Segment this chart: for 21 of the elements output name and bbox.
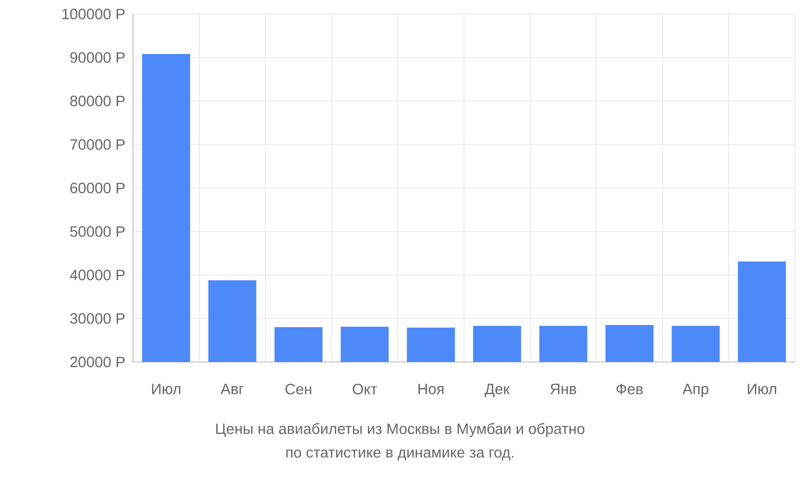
text: Цены на авиабилеты из Москвы в Мумбаи и обратно [216, 422, 584, 438]
x-tick-label: Янв [550, 384, 576, 394]
x-tick-label: Сен [286, 384, 312, 394]
x-tick-label: Апр [682, 384, 708, 398]
x-tick-label: Фев [616, 384, 643, 394]
x-tick-label: Авг [220, 384, 244, 394]
y-tick-label: 100000 Р [62, 8, 125, 20]
x-tick-label: Ноя [418, 384, 444, 394]
x-tick-label: Дек [484, 384, 510, 398]
y-tick-label: 30000 Р [70, 313, 125, 324]
y-tick-label: 90000 Р [70, 52, 125, 63]
y-tick-label: 20000 Р [70, 356, 125, 368]
y-tick-label: 50000 Р [70, 226, 125, 237]
y-tick-label: 40000 Р [70, 270, 125, 280]
x-tick-label: Окт [352, 384, 378, 394]
y-tick-label: 80000 Р [70, 96, 125, 106]
x-tick-label: Июл [748, 384, 776, 394]
x-tick-label: Июл [152, 384, 180, 394]
y-tick-label: 70000 Р [70, 139, 125, 150]
text: по статистике в динамике за год. [286, 449, 514, 461]
y-tick-label: 60000 Р [70, 182, 125, 194]
